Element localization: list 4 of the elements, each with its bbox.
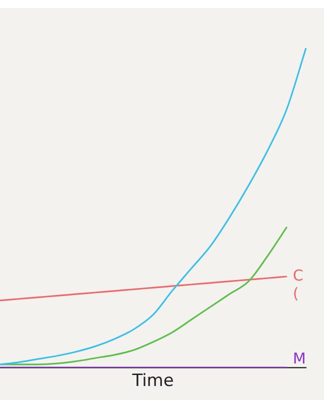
x-axis-title: Time bbox=[131, 371, 174, 392]
annotation: ( bbox=[292, 284, 299, 302]
series-label: M bbox=[292, 349, 306, 368]
series-label: C bbox=[292, 266, 304, 284]
